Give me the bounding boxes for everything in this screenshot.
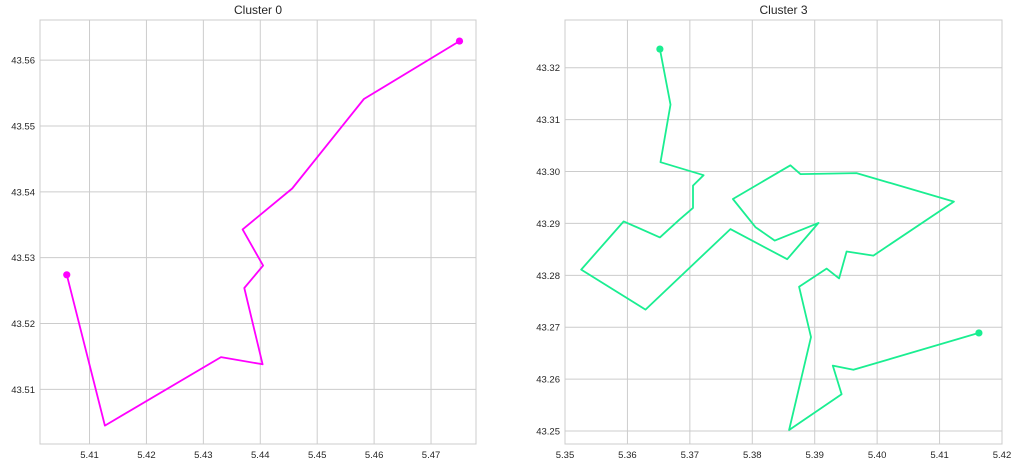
x-tick-label: 5.39 — [805, 450, 824, 461]
y-tick-label: 43.55 — [11, 122, 35, 133]
chart-title: Cluster 0 — [234, 3, 282, 17]
x-tick-label: 5.36 — [618, 450, 637, 461]
series-line — [580, 48, 980, 431]
y-tick-label: 43.56 — [11, 56, 35, 67]
plot-area — [40, 20, 476, 444]
y-tick-label: 43.25 — [536, 427, 560, 438]
y-tick-label: 43.31 — [536, 115, 560, 126]
series-line — [65, 40, 460, 427]
endpoint-marker — [455, 37, 464, 45]
y-tick-label: 43.27 — [536, 323, 560, 334]
y-tick-label: 43.53 — [11, 253, 35, 264]
y-tick-label: 43.51 — [11, 385, 35, 396]
endpoint-marker — [975, 329, 983, 337]
x-tick-label: 5.41 — [80, 450, 99, 461]
plot-frame — [564, 19, 1003, 445]
x-tick-label: 5.44 — [251, 450, 270, 461]
x-tick-label: 5.46 — [365, 450, 384, 461]
y-tick-label: 43.29 — [536, 219, 560, 230]
x-tick-label: 5.42 — [993, 450, 1012, 461]
y-tick-label: 43.54 — [11, 187, 35, 198]
subplot-cluster-0: Cluster 0 5.41 5.42 5.43 5.44 5.45 5.46 5.47 43… — [11, 3, 477, 461]
x-tick-label: 5.41 — [930, 450, 949, 461]
y-tick-label: 43.26 — [536, 375, 560, 386]
x-tick-label: 5.43 — [194, 450, 213, 461]
y-tick-label: 43.52 — [11, 319, 35, 330]
x-tick-label: 5.37 — [681, 450, 700, 461]
x-tick-label: 5.38 — [743, 450, 762, 461]
y-tick-label: 43.32 — [536, 63, 560, 74]
endpoint-marker — [63, 271, 71, 279]
x-tick-label: 5.42 — [137, 450, 156, 461]
endpoint-marker — [656, 45, 664, 53]
x-tick-label: 5.40 — [868, 450, 887, 461]
x-tick-label: 5.45 — [308, 450, 327, 461]
chart-title: Cluster 3 — [759, 3, 807, 17]
subplot-cluster-3: Cluster 3 5.35 5.36 5.37 5.38 5.39 5.40 5.41 5.… — [536, 3, 1011, 461]
plot-area — [565, 20, 1002, 444]
x-tick-label: 5.47 — [422, 450, 441, 461]
y-tick-label: 43.28 — [536, 271, 560, 282]
y-tick-label: 43.30 — [536, 167, 560, 178]
x-tick-label: 5.35 — [556, 450, 575, 461]
plot-frame — [39, 19, 477, 445]
